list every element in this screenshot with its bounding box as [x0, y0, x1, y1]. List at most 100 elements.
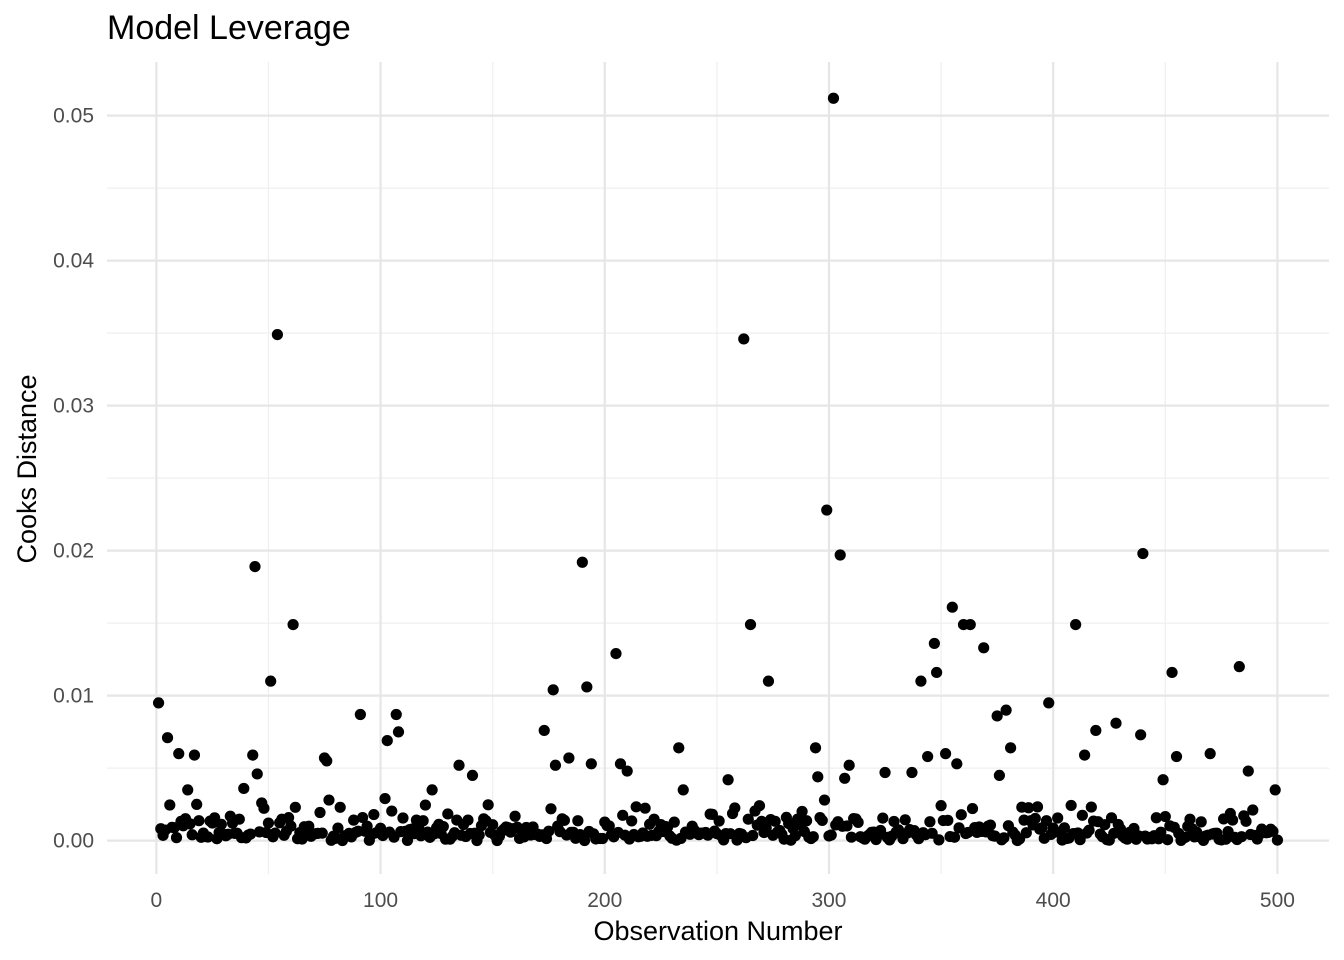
- data-point: [202, 831, 214, 843]
- y-tick-label: 0.00: [53, 830, 94, 853]
- data-point: [946, 601, 958, 613]
- data-point: [931, 666, 943, 679]
- data-point: [818, 794, 831, 806]
- data-point: [753, 800, 766, 812]
- data-point: [417, 815, 429, 827]
- data-point: [939, 748, 952, 760]
- data-point: [314, 806, 326, 819]
- data-point: [323, 794, 335, 806]
- data-point: [888, 815, 900, 828]
- data-point: [285, 820, 297, 832]
- data-point: [673, 742, 685, 754]
- data-point: [381, 735, 393, 747]
- data-point: [1226, 814, 1239, 826]
- x-tick-label: 400: [1036, 889, 1071, 912]
- y-axis-ticks: 0.00 0.01 0.02 0.03 0.04 0.05: [53, 105, 94, 853]
- data-point: [747, 829, 759, 842]
- data-point: [152, 697, 165, 709]
- data-point: [247, 749, 259, 761]
- data-point: [193, 815, 205, 827]
- data-point: [603, 820, 615, 832]
- data-point: [576, 556, 588, 568]
- data-point: [1155, 826, 1167, 838]
- data-point: [1242, 765, 1254, 777]
- data-point: [922, 750, 934, 763]
- data-point: [233, 813, 245, 825]
- data-point: [839, 772, 851, 784]
- data-point: [807, 831, 819, 843]
- data-point: [614, 758, 627, 770]
- data-point: [933, 834, 945, 846]
- data-point: [390, 708, 402, 721]
- data-point: [334, 801, 346, 813]
- data-point: [935, 800, 947, 812]
- data-point: [368, 808, 380, 821]
- data-point: [269, 827, 281, 839]
- data-point: [581, 681, 593, 693]
- data-point: [184, 818, 196, 830]
- data-point: [1233, 661, 1245, 673]
- data-point: [164, 799, 176, 811]
- data-point: [1099, 819, 1111, 831]
- data-point: [760, 822, 772, 834]
- data-point: [879, 766, 891, 779]
- data-point: [951, 758, 963, 770]
- data-point: [572, 815, 584, 827]
- data-point: [558, 814, 571, 826]
- data-point: [419, 799, 431, 811]
- data-point: [942, 814, 954, 826]
- data-point: [1031, 801, 1044, 813]
- data-point: [1070, 619, 1082, 631]
- data-point: [188, 749, 201, 761]
- grid: [107, 62, 1329, 874]
- data-point: [173, 748, 185, 760]
- data-point: [354, 708, 366, 721]
- data-point: [722, 774, 734, 786]
- data-point: [287, 619, 299, 631]
- data-point: [170, 832, 183, 844]
- data-point: [161, 732, 174, 744]
- x-tick-label: 0: [150, 889, 162, 912]
- data-point: [738, 333, 750, 345]
- data-point: [1269, 784, 1281, 796]
- data-point: [742, 813, 754, 825]
- data-point: [984, 819, 997, 831]
- data-point: [258, 802, 270, 814]
- data-point: [1135, 729, 1147, 741]
- data-point: [437, 820, 449, 833]
- data-point: [249, 561, 261, 573]
- data-point: [852, 816, 864, 828]
- y-tick-label: 0.03: [53, 395, 94, 418]
- data-point: [1020, 827, 1032, 839]
- data-point: [1159, 810, 1171, 823]
- data-point: [1090, 724, 1102, 737]
- data-point: [816, 814, 828, 827]
- x-tick-label: 100: [363, 889, 398, 912]
- data-point: [1157, 774, 1169, 786]
- data-point: [397, 812, 409, 824]
- data-point: [543, 825, 555, 837]
- data-point: [744, 619, 757, 631]
- data-point: [238, 782, 250, 795]
- data-point: [578, 834, 591, 847]
- data-point: [1029, 812, 1041, 825]
- y-tick-label: 0.04: [53, 250, 94, 273]
- x-axis-ticks: 0 100 200 300 400 500: [150, 889, 1294, 912]
- data-point: [928, 637, 940, 650]
- data-point: [610, 648, 622, 660]
- y-tick-label: 0.01: [53, 685, 94, 708]
- data-point: [1043, 697, 1055, 709]
- data-point: [596, 832, 609, 845]
- data-point: [585, 758, 597, 770]
- data-point: [563, 752, 575, 764]
- data-point: [442, 808, 454, 820]
- data-point: [978, 642, 990, 654]
- data-point: [991, 710, 1003, 722]
- data-point: [1058, 822, 1071, 834]
- data-point: [1204, 748, 1216, 760]
- y-tick-label: 0.02: [53, 540, 94, 563]
- data-point: [1079, 749, 1091, 761]
- data-point: [789, 830, 801, 842]
- chart-title: Model Leverage: [107, 9, 351, 47]
- data-point: [993, 769, 1005, 782]
